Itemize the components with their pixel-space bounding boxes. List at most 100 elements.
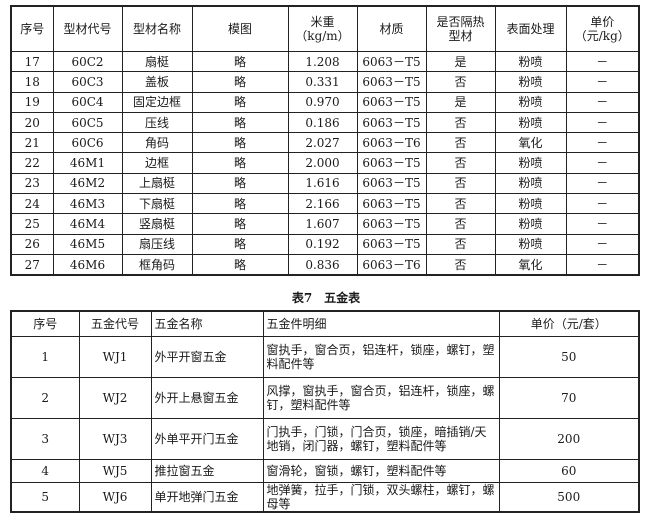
table-row: 17 60C2 扇梃略 1.208 6063－T5 是粉喷－ xyxy=(10,50,640,73)
table-cell: 压线 xyxy=(121,111,193,134)
table-cell: － xyxy=(565,193,640,215)
table-cell: 略 xyxy=(191,132,289,154)
table-row: 21 60C6 角码略 2.027 6063－T6 否氧化－ xyxy=(10,132,640,154)
table-header-row: 序号 五金代号 五金名称 五金件明细 单价（元/套） xyxy=(10,310,640,337)
table-cell: 2 xyxy=(10,377,80,419)
table-cell: 6063－T6 xyxy=(356,132,427,154)
table-cell: 19 xyxy=(10,91,54,113)
table-cell: 盖板 xyxy=(121,71,193,93)
table-cell: 否 xyxy=(425,213,496,235)
table-cell: 3 xyxy=(10,418,80,460)
table-cell: 粉喷 xyxy=(494,50,567,73)
table-cell: 否 xyxy=(425,71,496,93)
table-row: 25 46M4 竖扇梃略 1.607 6063－T5 否粉喷－ xyxy=(10,213,640,235)
table-cell: 略 xyxy=(191,172,289,195)
table-cell: 200 xyxy=(498,418,640,460)
table-cell: 粉喷 xyxy=(494,91,567,113)
table-cell: － xyxy=(565,71,640,93)
table-cell: 17 xyxy=(10,50,54,73)
table-cell: 6063－T5 xyxy=(356,50,427,73)
table-cell: 1.607 xyxy=(287,213,358,235)
table-cell: 单开地弹门五金 xyxy=(150,482,264,513)
table-cell: 6063－T5 xyxy=(356,91,427,113)
table-cell: 0.192 xyxy=(287,233,358,255)
table-cell: 上扇梃 xyxy=(121,172,193,195)
table-cell: 竖扇梃 xyxy=(121,213,193,235)
table-cell: 粉喷 xyxy=(494,172,567,195)
table-cell: 地弹簧，拉手，门锁，双头螺柱，螺钉，螺母等 xyxy=(262,482,500,513)
table-cell: 46M2 xyxy=(52,172,123,195)
profile-table: 序号 型材代号 型材名称 模图 米重 （kg/m） 材质 是否隔热 型材 表面处理 单价 （元/… xyxy=(10,5,640,277)
table-cell: 略 xyxy=(191,71,289,93)
table-cell: 25 xyxy=(10,213,54,235)
table-header-row: 序号 型材代号 型材名称 模图 米重 （kg/m） 材质 是否隔热 型材 表面处理 单价 （元/… xyxy=(10,5,640,52)
table-cell: 24 xyxy=(10,193,54,215)
column-header: 材质 xyxy=(356,5,427,52)
table-cell: 窗滑轮，窗锁，螺钉，塑料配件等 xyxy=(262,459,500,483)
table-cell: 46M1 xyxy=(52,152,123,174)
table-cell: 2.166 xyxy=(287,193,358,215)
table-cell: 外平开窗五金 xyxy=(150,336,264,378)
table-cell: 氧化 xyxy=(494,132,567,154)
table-cell: 略 xyxy=(191,213,289,235)
table-cell: 26 xyxy=(10,233,54,255)
column-header: 是否隔热 型材 xyxy=(425,5,496,52)
table-cell: 18 xyxy=(10,71,54,93)
table-cell: 下扇梃 xyxy=(121,193,193,215)
table-cell: 0.836 xyxy=(287,253,358,276)
table-cell: WJ5 xyxy=(78,459,152,483)
table-cell: 粉喷 xyxy=(494,213,567,235)
table-cell: － xyxy=(565,50,640,73)
table-cell: 5 xyxy=(10,482,80,513)
table-cell: 46M4 xyxy=(52,213,123,235)
table-cell: 粉喷 xyxy=(494,233,567,255)
table-cell: 60C3 xyxy=(52,71,123,93)
table-row: 19 60C4 固定边框略 0.970 6063－T5 是粉喷－ xyxy=(10,91,640,113)
table-cell: 窗执手，窗合页，铝连杆，锁座，螺钉，塑料配件等 xyxy=(262,336,500,378)
table-cell: 2.000 xyxy=(287,152,358,174)
table-cell: 略 xyxy=(191,253,289,276)
table-row: 1 WJ1 外平开窗五金 窗执手，窗合页，铝连杆，锁座，螺钉，塑料配件等 50 xyxy=(10,336,640,378)
table-cell: 6063－T5 xyxy=(356,172,427,195)
table-cell: 否 xyxy=(425,172,496,195)
table-cell: 否 xyxy=(425,152,496,174)
table-cell: 0.186 xyxy=(287,111,358,134)
table-cell: 21 xyxy=(10,132,54,154)
table-row: 24 46M3 下扇梃略 2.166 6063－T5 否粉喷－ xyxy=(10,193,640,215)
table-cell: 略 xyxy=(191,233,289,255)
table-cell: － xyxy=(565,152,640,174)
hardware-table: 序号 五金代号 五金名称 五金件明细 单价（元/套） 1 WJ1 外平开窗五金 窗执手，窗合页… xyxy=(10,310,640,513)
table-cell: 略 xyxy=(191,152,289,174)
table-cell: 0.331 xyxy=(287,71,358,93)
column-header: 序号 xyxy=(10,310,80,337)
table-cell: 框角码 xyxy=(121,253,193,276)
column-header: 米重 （kg/m） xyxy=(287,5,358,52)
table-cell: 6063－T5 xyxy=(356,71,427,93)
table-cell: 否 xyxy=(425,111,496,134)
table-cell: 粉喷 xyxy=(494,193,567,215)
column-header: 序号 xyxy=(10,5,54,52)
table-cell: 是 xyxy=(425,50,496,73)
table-cell: 否 xyxy=(425,233,496,255)
table-cell: － xyxy=(565,172,640,195)
table-cell: 60C6 xyxy=(52,132,123,154)
table-cell: 角码 xyxy=(121,132,193,154)
table-cell: 外单平开门五金 xyxy=(150,418,264,460)
table-cell: － xyxy=(565,213,640,235)
table-cell: 粉喷 xyxy=(494,71,567,93)
table-cell: 60C4 xyxy=(52,91,123,113)
table-cell: 27 xyxy=(10,253,54,276)
table-cell: 略 xyxy=(191,111,289,134)
column-header: 五金代号 xyxy=(78,310,152,337)
table-cell: 扇压线 xyxy=(121,233,193,255)
table-row: 18 60C3 盖板略 0.331 6063－T5 否粉喷－ xyxy=(10,71,640,93)
table-cell: 0.970 xyxy=(287,91,358,113)
table-cell: 46M5 xyxy=(52,233,123,255)
table-cell: 46M6 xyxy=(52,253,123,276)
column-header: 五金名称 xyxy=(150,310,264,337)
table-cell: 门执手，门锁，门合页，锁座，暗插销/天地销，闭门器，螺钉，塑料配件等 xyxy=(262,418,500,460)
table-cell: － xyxy=(565,233,640,255)
table-cell: 外开上悬窗五金 xyxy=(150,377,264,419)
column-header: 型材名称 xyxy=(121,5,193,52)
table-cell: 2.027 xyxy=(287,132,358,154)
